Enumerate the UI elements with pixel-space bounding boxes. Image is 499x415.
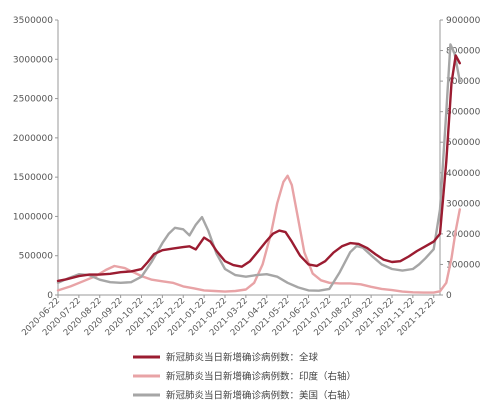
series-line-2 <box>56 43 461 292</box>
legend-label-0: 新冠肺炎当日新增确诊病例数：全球 <box>166 352 319 364</box>
chart-series <box>56 43 461 294</box>
y-left-tick-label: 3500000 <box>13 16 53 26</box>
y-left-tick-label: 500000 <box>19 252 54 262</box>
y-left-tick-label: 2000000 <box>13 134 53 144</box>
y-right-tick-label: 600000 <box>446 108 481 118</box>
y-left-tick-label: 3000000 <box>13 55 53 65</box>
series-line-0 <box>56 54 461 283</box>
y-right-tick-label: 0 <box>446 291 452 301</box>
y-right-tick-label: 200000 <box>446 230 481 240</box>
y-right-tick-label: 900000 <box>446 16 481 26</box>
y-right-tick-label: 100000 <box>446 260 481 270</box>
y-right-tick-label: 500000 <box>446 138 481 148</box>
series-line-1 <box>56 174 461 294</box>
y-left-tick-label: 1500000 <box>13 173 53 183</box>
y-right-tick-label: 800000 <box>446 47 481 57</box>
y-left-tick-label: 1000000 <box>13 212 53 222</box>
legend-label-1: 新冠肺炎当日新增确诊病例数：印度（右轴） <box>166 371 356 383</box>
y-right-tick-label: 300000 <box>446 199 481 209</box>
y-right-tick-label: 700000 <box>446 77 481 87</box>
y-left-tick-label: 2500000 <box>13 95 53 105</box>
y-left-tick-label: 0 <box>47 291 53 301</box>
legend-label-2: 新冠肺炎当日新增确诊病例数：美国（右轴） <box>166 390 356 402</box>
y-right-tick-label: 400000 <box>446 169 481 179</box>
